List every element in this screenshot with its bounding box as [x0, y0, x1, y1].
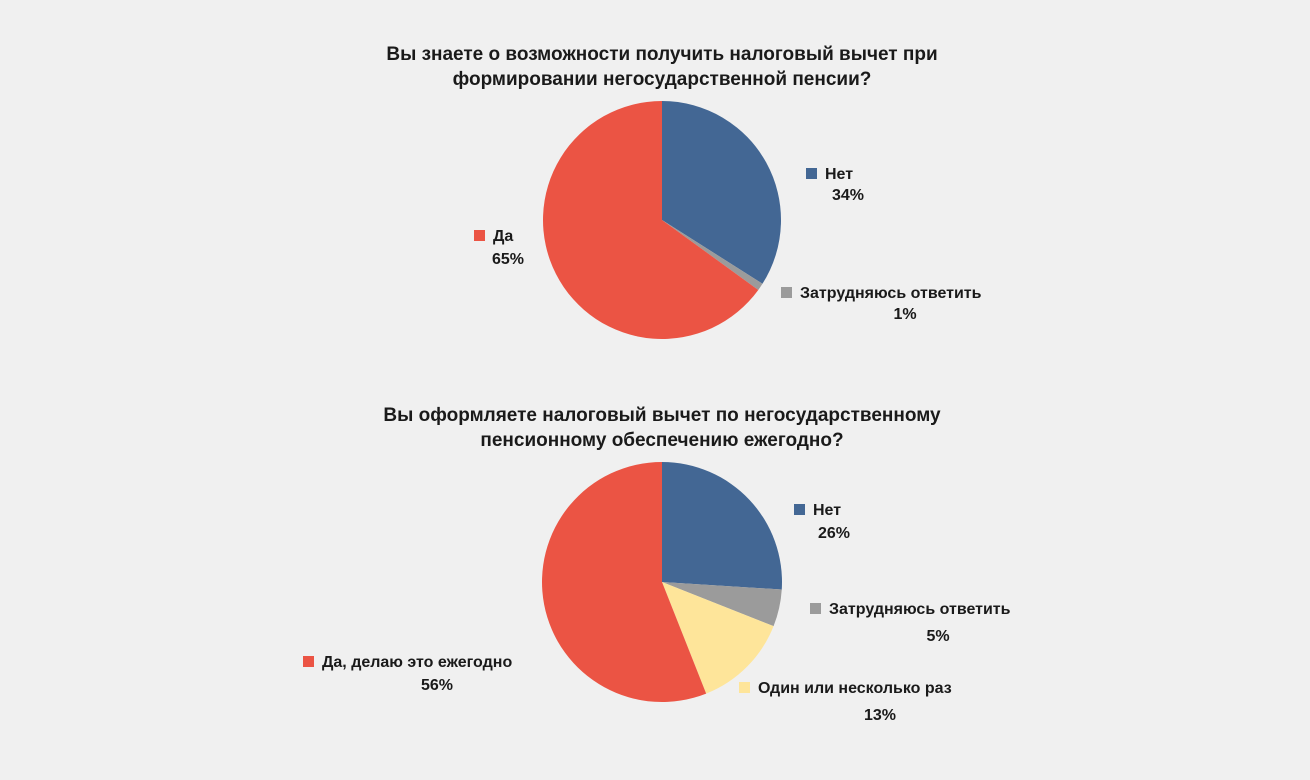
legend-label-text: Да: [493, 228, 514, 245]
chart-1-slice-2: [543, 101, 759, 339]
chart-2-slice-1: [662, 582, 782, 627]
chart-2-legend-label: Да, делаю это ежегодно: [303, 653, 512, 673]
chart-2-data-label: 56%: [420, 677, 454, 694]
chart-2-slice-3: [542, 462, 707, 702]
chart-1-title-line: Вы знаете о возможности получить налогов…: [386, 44, 938, 65]
legend-marker-icon: [806, 168, 817, 179]
legend-label-text: Да, делаю это ежегодно: [322, 654, 513, 671]
legend-marker-icon: [474, 230, 485, 241]
chart-1-title: Вы знаете о возможности получить налогов…: [262, 42, 1062, 92]
legend-label-text: Нет: [813, 502, 842, 519]
chart-1-legend-label: Нет: [806, 165, 853, 185]
chart-1-data-label: 34%: [831, 187, 865, 204]
chart-2-legend-label: Нет: [794, 501, 841, 521]
chart-1-slice-0: [662, 101, 781, 284]
chart-1-title-line: формировании негосударственной пенсии?: [452, 69, 872, 90]
chart-2-data-label: 26%: [817, 525, 851, 542]
chart-2-slice-0: [662, 462, 782, 590]
chart-2-title-line: пенсионному обеспечению ежегодно?: [480, 430, 844, 451]
chart-1-legend-label: Затрудняюсь ответить: [781, 284, 981, 304]
legend-marker-icon: [303, 656, 314, 667]
chart-2-legend-label: Один или несколько раз: [739, 679, 952, 699]
chart-2-title-line: Вы оформляете налоговый вычет по негосуд…: [383, 405, 941, 426]
chart-2-legend-label: Затрудняюсь ответить: [810, 600, 1010, 620]
chart-2-title: Вы оформляете налоговый вычет по негосуд…: [262, 403, 1062, 453]
chart-1-data-label: 65%: [491, 251, 525, 268]
legend-marker-icon: [739, 682, 750, 693]
chart-2-data-label: 13%: [863, 707, 897, 724]
legend-marker-icon: [810, 603, 821, 614]
chart-2-slice-2: [662, 582, 774, 694]
chart-1-legend-label: Да: [474, 227, 513, 247]
legend-marker-icon: [794, 504, 805, 515]
chart-1-slice-1: [662, 220, 763, 290]
chart-1-data-label: 1%: [893, 306, 917, 323]
legend-marker-icon: [781, 287, 792, 298]
legend-label-text: Затрудняюсь ответить: [829, 601, 1011, 618]
legend-label-text: Один или несколько раз: [758, 680, 952, 697]
legend-label-text: Нет: [825, 166, 854, 183]
chart-2-data-label: 5%: [926, 628, 950, 645]
legend-label-text: Затрудняюсь ответить: [800, 285, 982, 302]
